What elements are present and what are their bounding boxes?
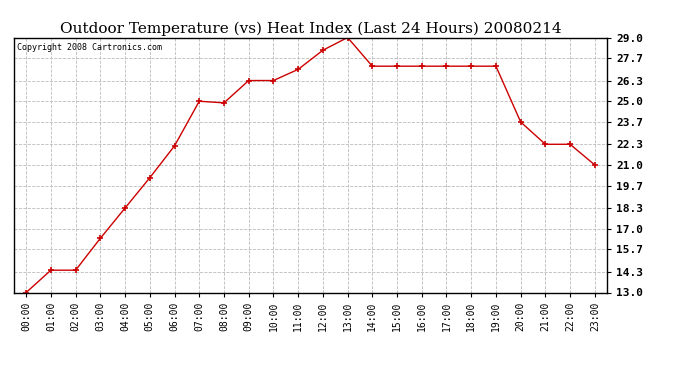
Title: Outdoor Temperature (vs) Heat Index (Last 24 Hours) 20080214: Outdoor Temperature (vs) Heat Index (Las…: [60, 22, 561, 36]
Text: Copyright 2008 Cartronics.com: Copyright 2008 Cartronics.com: [17, 43, 161, 52]
